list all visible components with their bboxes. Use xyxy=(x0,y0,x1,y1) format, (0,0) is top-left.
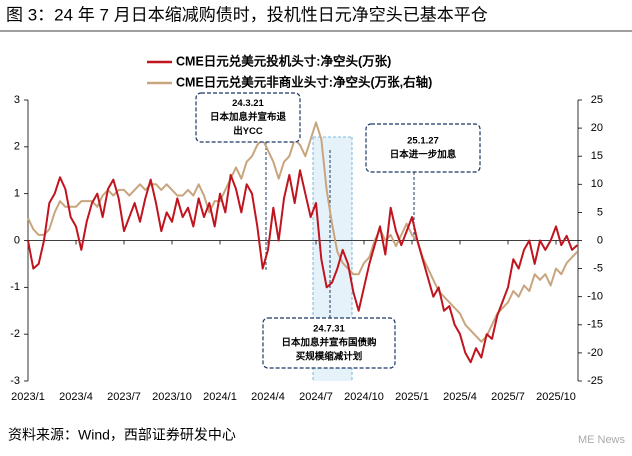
x-tick-label: 2024/10 xyxy=(344,391,384,403)
x-tick-label: 2024/7 xyxy=(299,391,333,403)
y2-tick-label: 15 xyxy=(591,150,603,162)
x-tick-label: 2025/10 xyxy=(536,391,576,403)
annotation-text: 24.7.31 xyxy=(313,324,345,335)
annotation-box xyxy=(365,123,481,173)
annotation-text: 出YCC xyxy=(233,125,263,137)
x-tick-label: 2025/1 xyxy=(395,391,429,403)
chart-title: 图 3：24 年 7 月日本缩减购债时，投机性日元净空头已基本平仓 xyxy=(6,5,488,24)
y2-tick-label: -15 xyxy=(587,319,603,331)
annotation-text: 日本加息并宣布国债购 xyxy=(281,337,377,349)
y2-tick-label: 5 xyxy=(597,206,603,218)
plot: 3210-1-2-32520151050-5-10-15-20-252023/1… xyxy=(10,53,603,403)
y-tick-label: -1 xyxy=(10,281,20,293)
y2-tick-label: 25 xyxy=(591,94,603,106)
x-tick-label: 2025/7 xyxy=(491,391,525,403)
x-tick-label: 2023/7 xyxy=(107,391,141,403)
annotation-text: 买规模缩减计划 xyxy=(296,351,363,363)
y2-tick-label: -20 xyxy=(587,347,603,359)
x-tick-label: 2024/1 xyxy=(203,391,237,403)
y-tick-label: 0 xyxy=(14,234,20,246)
annotation-text: 日本加息并宣布退 xyxy=(210,111,287,123)
y2-tick-label: 0 xyxy=(597,234,603,246)
x-tick-label: 2023/1 xyxy=(11,391,45,403)
y2-tick-label: -10 xyxy=(587,291,603,303)
x-tick-label: 2024/4 xyxy=(251,391,285,403)
x-tick-label: 2023/4 xyxy=(59,391,93,403)
y-tick-label: 1 xyxy=(14,188,20,200)
y-tick-label: 3 xyxy=(14,94,20,106)
y-tick-label: -2 xyxy=(10,328,20,340)
y-tick-label: -3 xyxy=(10,375,20,387)
annotation-box xyxy=(195,92,301,143)
x-tick-label: 2023/10 xyxy=(152,391,192,403)
series-line xyxy=(27,121,579,343)
legend-label: CME日元兑美元非商业头寸:净空头(万张,右轴) xyxy=(176,74,432,89)
annotation-text: 日本进一步加息 xyxy=(390,149,457,161)
legend-label: CME日元兑美元投机头寸:净空头(万张) xyxy=(176,53,391,68)
annotation-text: 25.1.27 xyxy=(407,136,439,147)
y2-tick-label: -25 xyxy=(587,375,603,387)
y-tick-label: 2 xyxy=(14,141,20,153)
series-line xyxy=(27,169,578,364)
annotation-text: 24.3.21 xyxy=(232,98,264,109)
source: 资料来源：Wind，西部证券研发中心 xyxy=(8,427,236,443)
y2-tick-label: 10 xyxy=(591,178,603,190)
y2-tick-label: 20 xyxy=(591,122,603,134)
x-tick-label: 2025/4 xyxy=(443,391,477,403)
watermark: ME News xyxy=(578,434,626,446)
annotation-box xyxy=(262,317,396,369)
y2-tick-label: -5 xyxy=(593,263,603,275)
